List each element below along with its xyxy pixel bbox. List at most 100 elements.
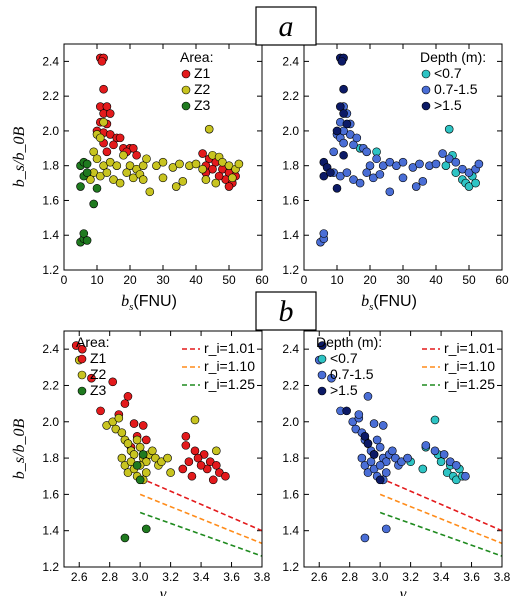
model-line-0 bbox=[139, 477, 262, 532]
x-axis-label: bs(FNU) bbox=[361, 293, 417, 313]
data-point-1-13 bbox=[152, 161, 161, 170]
data-point-1-9 bbox=[125, 161, 135, 170]
x-tick-label: 3.6 bbox=[223, 570, 240, 584]
panels: 0 10 20 30 40 50 601.21.41.61.82.02.22.4bs(FNU… bbox=[11, 43, 511, 596]
plot-area bbox=[304, 44, 502, 270]
data-point-0-20 bbox=[208, 475, 218, 485]
data-point-1-28 bbox=[163, 453, 172, 463]
legend-label-1: 0.7-1.5 bbox=[330, 366, 374, 382]
data-point-2-3 bbox=[135, 475, 145, 485]
data-point-1-7 bbox=[123, 439, 133, 448]
data-point-2-6 bbox=[82, 168, 92, 177]
legend-label-0: Z1 bbox=[90, 350, 107, 366]
line-legend-b-left: r_i=1.01 r_i=1.10 r_i=1.25 bbox=[182, 340, 255, 392]
legend-label-1: Z2 bbox=[194, 81, 211, 97]
x-tick-label: 30 bbox=[156, 273, 170, 287]
legend-marker-2 bbox=[317, 386, 327, 396]
legend-label-2: Z3 bbox=[194, 97, 211, 113]
data-point-1-3 bbox=[89, 147, 98, 157]
data-point-2-4 bbox=[369, 450, 379, 459]
x-axis-label-unit: (FNU) bbox=[373, 293, 417, 310]
data-point-0-8 bbox=[129, 419, 139, 428]
data-point-1-37 bbox=[398, 173, 408, 183]
data-point-1-27 bbox=[474, 159, 484, 169]
legend-b-right: Depth (m):<0.70.7-1.5>1.5 bbox=[316, 334, 382, 398]
data-point-0-6 bbox=[96, 406, 105, 416]
data-point-1-23 bbox=[218, 157, 227, 167]
data-layer bbox=[71, 341, 262, 557]
data-point-1-32 bbox=[452, 461, 461, 470]
legend-label-2: Z3 bbox=[90, 382, 107, 398]
data-point-0-19 bbox=[129, 144, 138, 153]
data-point-2-1 bbox=[342, 406, 351, 416]
y-tick-label: 2.0 bbox=[42, 415, 59, 429]
x-tick-label: 60 bbox=[495, 273, 509, 287]
data-point-0-1 bbox=[418, 464, 428, 474]
x-tick-label: 3.8 bbox=[494, 570, 511, 584]
y-tick-label: 2.4 bbox=[42, 342, 59, 356]
y-tick-label: 2.4 bbox=[282, 54, 299, 68]
data-point-1-5 bbox=[99, 161, 108, 170]
data-point-1-31 bbox=[115, 178, 125, 188]
legend-label-0: Z1 bbox=[194, 65, 211, 81]
legend-marker-2 bbox=[421, 101, 431, 111]
legend-title: Area: bbox=[180, 49, 213, 65]
data-point-0-16 bbox=[109, 140, 118, 150]
data-layer bbox=[314, 341, 502, 557]
data-point-1-22 bbox=[444, 154, 454, 164]
data-point-1-20 bbox=[431, 159, 441, 169]
data-point-1-21 bbox=[438, 149, 447, 158]
data-point-1-32 bbox=[355, 178, 365, 188]
x-axis-label-base: b bbox=[121, 293, 129, 310]
x-tick-label: 3.6 bbox=[463, 570, 480, 584]
y-tick-label: 1.2 bbox=[42, 560, 59, 574]
data-point-1-9 bbox=[129, 450, 139, 459]
data-point-1-42 bbox=[319, 229, 329, 238]
y-tick-label: 2.4 bbox=[282, 342, 299, 356]
data-point-0-25 bbox=[187, 471, 197, 481]
data-point-1-38 bbox=[360, 533, 370, 543]
data-point-2-3 bbox=[339, 84, 348, 94]
chart-b-right: 2.6 2.8 3.0 3.2 3.4 3.6 3.8 1.2 1.4 1.6 1.8 2.0 2.2 2… bbox=[282, 330, 511, 596]
legend-title: Depth (m): bbox=[420, 49, 486, 65]
x-tick-label: 40 bbox=[189, 273, 203, 287]
legend-marker-1 bbox=[421, 85, 431, 95]
legend-label-2: >1.5 bbox=[434, 97, 462, 113]
data-point-1-8 bbox=[352, 133, 362, 143]
data-point-1-30 bbox=[109, 175, 118, 184]
data-point-2-7 bbox=[332, 126, 342, 136]
model-line-1 bbox=[139, 493, 262, 545]
x-tick-label: 3.0 bbox=[132, 570, 149, 584]
y-tick-label: 1.4 bbox=[42, 228, 59, 242]
legend-marker-2 bbox=[77, 386, 87, 396]
data-point-1-35 bbox=[354, 410, 364, 419]
data-point-2-1 bbox=[141, 524, 151, 534]
data-point-0-20 bbox=[102, 147, 112, 157]
data-point-0-12 bbox=[181, 441, 191, 450]
data-point-1-35 bbox=[145, 187, 155, 197]
data-point-0-3 bbox=[451, 168, 461, 177]
x-axis-label: γ bbox=[400, 586, 407, 596]
y-tick-label: 2.2 bbox=[282, 89, 299, 103]
data-point-0-2 bbox=[87, 373, 96, 383]
y-tick-label: 2.2 bbox=[282, 378, 299, 392]
data-point-1-29 bbox=[335, 171, 345, 181]
data-point-1-23 bbox=[375, 461, 385, 470]
data-point-1-25 bbox=[381, 468, 391, 477]
legend-marker-1 bbox=[181, 85, 191, 95]
data-point-1-13 bbox=[378, 161, 388, 170]
data-point-1-14 bbox=[388, 446, 397, 456]
data-point-1-39 bbox=[381, 524, 391, 534]
data-point-1-39 bbox=[201, 175, 211, 184]
data-point-2-9 bbox=[319, 171, 329, 181]
data-point-2-2 bbox=[132, 461, 142, 470]
x-axis-label-sub: s bbox=[129, 301, 133, 313]
y-tick-label: 1.4 bbox=[282, 228, 299, 242]
y-tick-label: 1.2 bbox=[42, 263, 59, 277]
data-point-0-10 bbox=[441, 161, 451, 170]
data-point-1-33 bbox=[129, 173, 138, 183]
data-point-1-11 bbox=[135, 442, 145, 452]
x-axis-label-base: b bbox=[361, 293, 369, 310]
data-point-2-11 bbox=[92, 183, 102, 193]
